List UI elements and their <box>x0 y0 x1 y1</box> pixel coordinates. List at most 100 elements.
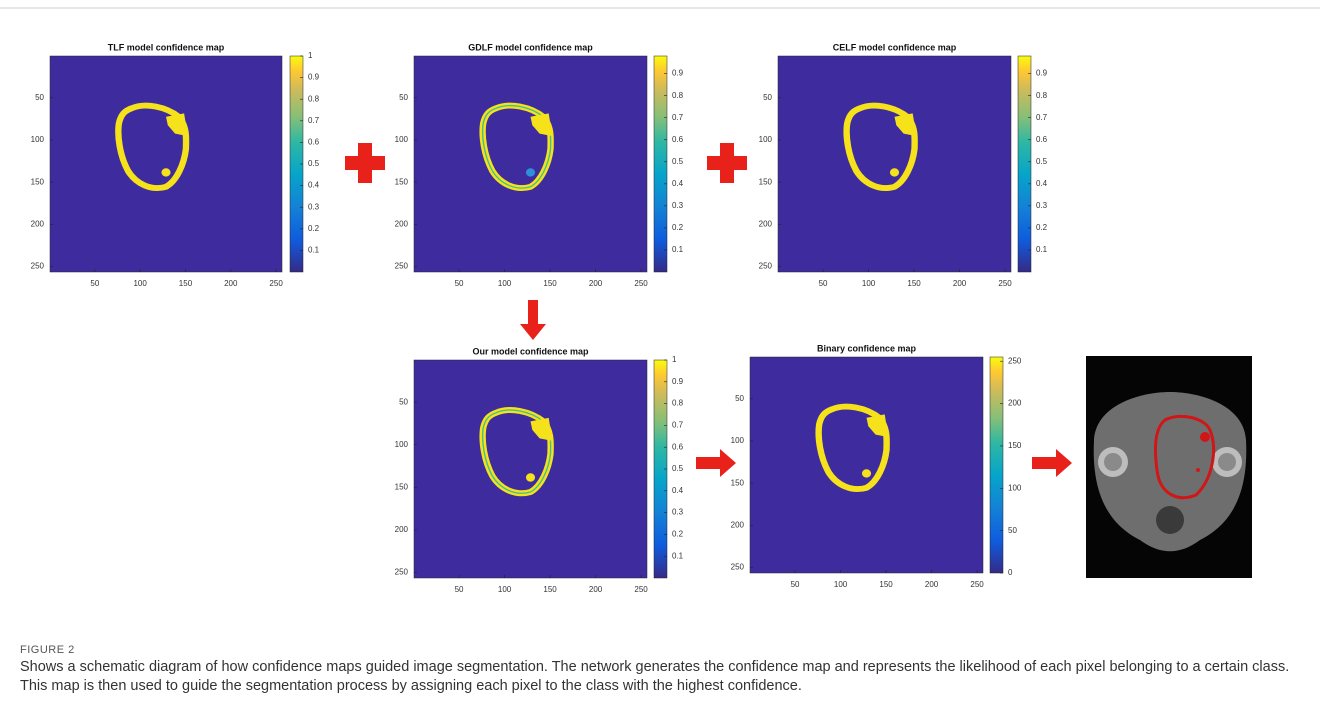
x-tick-label: 100 <box>498 279 512 288</box>
x-tick-label: 200 <box>925 580 939 589</box>
panel-title: GDLF model confidence map <box>468 42 593 52</box>
colorbar-tick-label: 0.7 <box>672 421 684 430</box>
x-tick-label: 150 <box>879 580 893 589</box>
caption-text: Shows a schematic diagram of how confide… <box>20 658 1300 696</box>
colorbar-tick-label: 100 <box>1008 483 1022 492</box>
heatmap-background <box>414 56 647 272</box>
y-tick-label: 250 <box>31 262 45 271</box>
colorbar-tick-label: 0.8 <box>1036 91 1048 100</box>
y-tick-label: 250 <box>395 262 409 271</box>
x-tick-label: 100 <box>133 279 147 288</box>
colorbar-tick-label: 0.7 <box>308 116 320 125</box>
colorbar-tick-label: 0.3 <box>672 508 684 517</box>
colorbar-tick-label: 0 <box>1008 568 1013 577</box>
x-tick-label: 150 <box>907 279 921 288</box>
y-tick-label: 250 <box>731 563 745 572</box>
panel-title: CELF model confidence map <box>833 42 957 52</box>
colorbar-tick-label: 0.1 <box>672 551 684 560</box>
plus-sign <box>707 143 747 183</box>
caption: FIGURE 2 Shows a schematic diagram of ho… <box>20 644 1300 696</box>
colorbar-tick-label: 0.4 <box>672 486 684 495</box>
y-tick-label: 200 <box>731 520 745 529</box>
dot <box>890 168 899 176</box>
heatmap-background <box>50 56 282 272</box>
colorbar-tick-label: 1 <box>308 51 313 60</box>
arrow-right <box>696 449 736 477</box>
arrow-down <box>520 300 546 340</box>
colorbar-tick-label: 0.6 <box>1036 135 1048 144</box>
colorbar-tick-label: 1 <box>672 355 677 364</box>
colorbar-tick-label: 250 <box>1008 356 1022 365</box>
y-tick-label: 250 <box>759 262 773 271</box>
colorbar-tick-label: 0.5 <box>1036 157 1048 166</box>
caption-label: FIGURE 2 <box>20 644 1300 656</box>
colorbar-tick-label: 0.2 <box>672 223 684 232</box>
dot <box>862 469 871 477</box>
colorbar-tick-label: 0.5 <box>672 464 684 473</box>
colorbar-tick-label: 0.8 <box>672 399 684 408</box>
dot <box>526 473 535 482</box>
colorbar-tick-label: 0.4 <box>672 179 684 188</box>
y-tick-label: 50 <box>399 93 408 102</box>
colorbar-tick-label: 0.6 <box>672 135 684 144</box>
colorbar-tick-label: 0.9 <box>672 69 684 78</box>
x-tick-label: 50 <box>455 585 464 594</box>
colorbar-tick-label: 0.1 <box>308 246 320 255</box>
colorbar-tick-label: 0.1 <box>1036 245 1048 254</box>
colorbar-tick-label: 0.9 <box>1036 69 1048 78</box>
x-tick-label: 250 <box>269 279 283 288</box>
x-tick-label: 150 <box>543 585 557 594</box>
colorbar-tick-label: 200 <box>1008 399 1022 408</box>
x-tick-label: 100 <box>498 585 512 594</box>
heatmap-background <box>414 360 647 578</box>
colorbar-tick-label: 0.9 <box>672 377 684 386</box>
colorbar-tick-label: 0.6 <box>308 138 320 147</box>
x-tick-label: 250 <box>634 585 648 594</box>
colorbar <box>1018 56 1031 272</box>
y-tick-label: 150 <box>395 482 409 491</box>
colorbar-tick-label: 0.8 <box>308 94 320 103</box>
y-tick-label: 150 <box>395 177 409 186</box>
x-tick-label: 200 <box>589 279 603 288</box>
x-tick-label: 50 <box>791 580 800 589</box>
x-tick-label: 250 <box>998 279 1012 288</box>
colorbar-tick-label: 0.7 <box>1036 113 1048 122</box>
colorbar-tick-label: 0.3 <box>672 201 684 210</box>
arrow-right <box>1032 449 1072 477</box>
panel-title: TLF model confidence map <box>108 42 225 52</box>
x-tick-label: 200 <box>589 585 603 594</box>
colorbar-tick-label: 50 <box>1008 526 1017 535</box>
colorbar-tick-label: 0.5 <box>672 157 684 166</box>
x-tick-label: 200 <box>953 279 967 288</box>
y-tick-label: 200 <box>395 219 409 228</box>
y-tick-label: 200 <box>31 219 45 228</box>
heatmap-background <box>750 357 983 573</box>
x-tick-label: 250 <box>970 580 984 589</box>
panel-title: Our model confidence map <box>472 346 589 356</box>
colorbar-tick-label: 0.8 <box>672 91 684 100</box>
page: TLF model confidence map5010015020025050… <box>0 0 1320 727</box>
y-tick-label: 200 <box>759 219 773 228</box>
y-tick-label: 100 <box>31 135 45 144</box>
colorbar-tick-label: 0.4 <box>1036 179 1048 188</box>
x-tick-label: 150 <box>543 279 557 288</box>
plus-sign <box>345 143 385 183</box>
colorbar-tick-label: 0.1 <box>672 245 684 254</box>
colorbar <box>654 56 667 272</box>
colorbar-tick-label: 0.2 <box>308 224 320 233</box>
colorbar-tick-label: 0.2 <box>1036 223 1048 232</box>
x-tick-label: 150 <box>179 279 193 288</box>
colorbar-tick-label: 0.3 <box>308 202 320 211</box>
y-tick-label: 100 <box>395 135 409 144</box>
x-tick-label: 100 <box>834 580 848 589</box>
heatmap-background <box>778 56 1011 272</box>
x-tick-label: 200 <box>224 279 238 288</box>
colorbar-tick-label: 0.7 <box>672 113 684 122</box>
panel-title: Binary confidence map <box>817 343 917 353</box>
y-tick-label: 50 <box>763 93 772 102</box>
y-tick-label: 150 <box>759 177 773 186</box>
y-tick-label: 250 <box>395 568 409 577</box>
dot <box>526 168 535 176</box>
colorbar-tick-label: 0.4 <box>308 181 320 190</box>
